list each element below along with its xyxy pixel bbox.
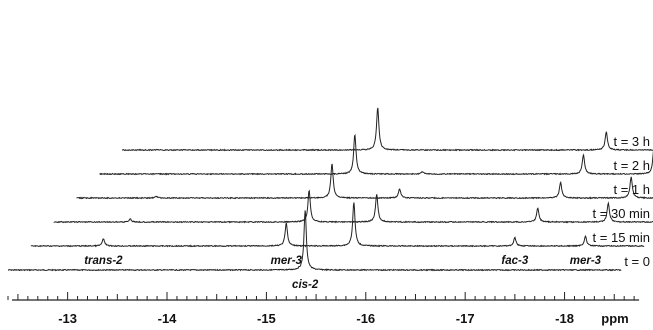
series-label-3: t = 1 h xyxy=(614,182,651,197)
spectra-traces xyxy=(7,107,653,272)
peak-annotation-3: fac-3 xyxy=(501,255,528,267)
spectrum-trace-0 xyxy=(7,210,622,272)
x-tick-label: -17 xyxy=(456,311,475,326)
peak-annotation-0: trans-2 xyxy=(84,255,123,267)
spectrum-trace-3 xyxy=(76,163,653,200)
x-axis-tick-labels: -13 -14 -15 -16 -17 -18 xyxy=(58,311,574,326)
series-label-4: t = 2 h xyxy=(614,158,651,173)
x-tick-label: -18 xyxy=(555,311,574,326)
peak-annotation-1: mer-3 xyxy=(271,255,303,267)
series-label-5: t = 3 h xyxy=(614,134,651,149)
peak-annotation-4: mer-3 xyxy=(570,255,602,267)
x-axis-ticks xyxy=(7,292,635,300)
x-axis: -13 -14 -15 -16 -17 -18 ppm xyxy=(7,292,640,326)
peak-annotation-2: cis-2 xyxy=(292,279,319,291)
x-tick-label: -15 xyxy=(257,311,276,326)
series-label-1: t = 15 min xyxy=(593,230,650,245)
x-tick-label: -13 xyxy=(58,311,77,326)
x-tick-label: -16 xyxy=(356,311,375,326)
x-tick-label: -14 xyxy=(158,311,178,326)
spectrum-trace-1 xyxy=(30,202,645,248)
spectrum-trace-2 xyxy=(53,189,653,224)
series-label-2: t = 30 min xyxy=(593,206,650,221)
series-label-0: t = 0 xyxy=(624,254,650,269)
spectrum-trace-5 xyxy=(121,107,653,152)
spectrum-trace-4 xyxy=(99,133,653,176)
x-axis-label: ppm xyxy=(601,311,628,326)
series-labels: t = 0 t = 15 min t = 30 min t = 1 h t = 2 h t… xyxy=(593,134,650,269)
peak-annotations: trans-2 mer-3 cis-2 fac-3 mer-3 xyxy=(84,255,601,291)
